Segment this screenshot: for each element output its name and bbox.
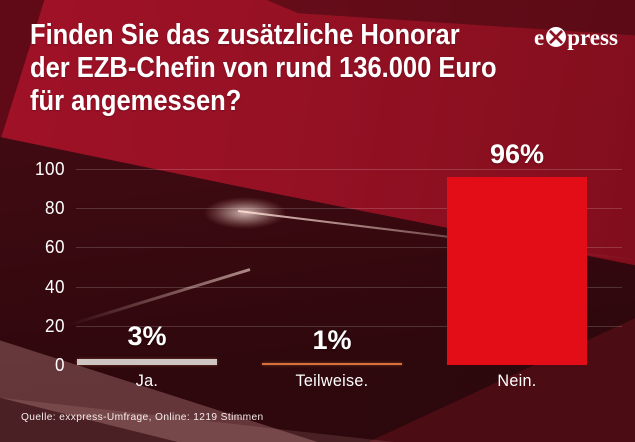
page-title: Finden Sie das zusätzliche Honorar der E… xyxy=(30,19,558,118)
gridline-20 xyxy=(76,325,622,327)
exxpress-logo: e press xyxy=(534,24,634,52)
logo-prefix: e xyxy=(534,25,545,50)
bar-teilweise xyxy=(262,363,402,365)
category-label-0: Ja. xyxy=(135,371,159,390)
gridline-100 xyxy=(76,169,622,170)
crossed-circle-icon xyxy=(545,27,566,47)
lens-flare-glow xyxy=(190,192,300,234)
source-note: Quelle: exxpress-Umfrage, Online: 1219 S… xyxy=(21,411,264,423)
y-tick-label-20: 20 xyxy=(45,315,65,336)
bar-nein xyxy=(447,176,587,365)
title-line-3: für angemessen? xyxy=(30,85,242,117)
gridline-40 xyxy=(76,286,622,288)
gridline-60 xyxy=(76,247,622,249)
y-tick-label-0: 0 xyxy=(55,355,65,375)
y-tick-label-100: 100 xyxy=(35,159,65,179)
title-line-2: der EZB-Chefin von rund 136.000 Euro xyxy=(30,52,497,84)
y-tick-label-40: 40 xyxy=(45,276,65,297)
gridline-80 xyxy=(76,208,622,210)
title-line-1: Finden Sie das zusätzliche Honorar xyxy=(30,19,460,51)
category-label-1: Teilweise. xyxy=(295,371,369,390)
bar-ja xyxy=(77,359,217,365)
value-label-0: 3% xyxy=(127,321,167,352)
category-label-2: Nein. xyxy=(497,371,537,390)
value-label-1: 1% xyxy=(312,325,352,355)
value-label-2: 96% xyxy=(489,138,545,169)
y-tick-label-80: 80 xyxy=(45,198,65,219)
y-tick-label-60: 60 xyxy=(45,237,65,258)
logo-suffix: press xyxy=(567,25,618,50)
